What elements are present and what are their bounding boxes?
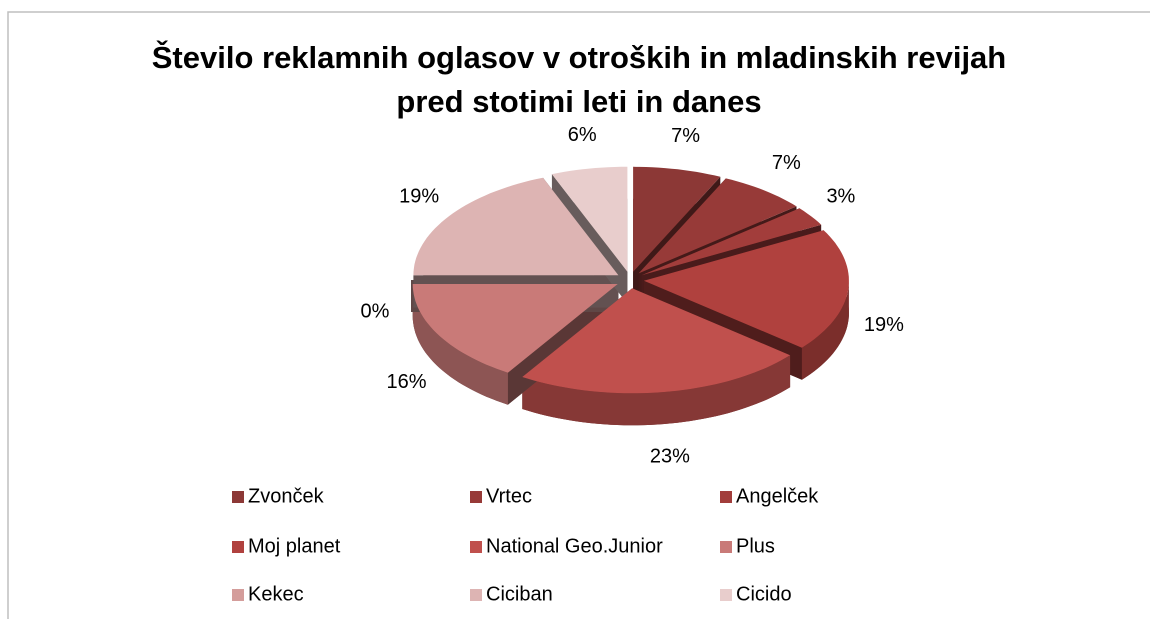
slice — [412, 284, 618, 373]
data-label: 7% — [671, 125, 700, 147]
legend-label: Ciciban — [486, 583, 553, 605]
slice — [551, 166, 628, 272]
legend-label: Cicido — [736, 583, 792, 605]
data-label: 16% — [387, 371, 427, 393]
data-label: 0% — [361, 300, 390, 322]
slice-side — [412, 284, 508, 405]
slice-side — [522, 355, 791, 426]
chart-title: Število reklamnih oglasov v otroških in … — [151, 40, 1007, 119]
data-label: 23% — [650, 445, 690, 467]
legend-swatch — [232, 541, 244, 553]
slice-side — [801, 280, 849, 380]
legend-label: Kekec — [248, 583, 304, 605]
data-label: 19% — [864, 314, 904, 336]
data-label: 3% — [826, 186, 855, 208]
slice — [413, 177, 619, 276]
legend-swatch — [720, 491, 732, 503]
legend-label: Vrtec — [486, 485, 532, 507]
legend-swatch — [720, 541, 732, 553]
legend-swatch — [470, 491, 482, 503]
slice — [641, 208, 822, 276]
slice — [522, 288, 791, 394]
data-label: 6% — [568, 124, 597, 146]
legend-swatch — [232, 589, 244, 601]
legend-label: National Geo.Junior — [486, 535, 663, 557]
frame — [7, 11, 1150, 619]
slice — [633, 166, 721, 272]
legend-label: Angelček — [736, 485, 819, 507]
legend-label: Zvonček — [248, 485, 325, 507]
legend-label: Plus — [736, 535, 775, 557]
legend-swatch — [470, 541, 482, 553]
legend-label: Moj planet — [248, 535, 341, 557]
data-label: 7% — [772, 152, 801, 174]
slice — [643, 230, 849, 348]
slice — [638, 178, 797, 274]
legend-swatch — [470, 589, 482, 601]
legend-swatch — [720, 589, 732, 601]
data-label: 19% — [399, 186, 439, 208]
legend-swatch — [232, 491, 244, 503]
